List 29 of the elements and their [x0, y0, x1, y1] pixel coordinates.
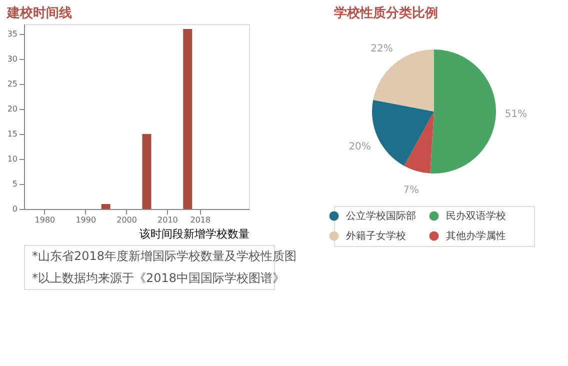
y-tick-label: 15 [7, 130, 18, 138]
legend-label: 民办双语学校 [446, 210, 506, 222]
y-tick-label: 10 [7, 154, 18, 164]
data-label: 51% [504, 109, 528, 120]
text: *山东省2018年度新增国际学校数量及学校性质图 [32, 249, 297, 263]
chart-title: 建校时间线 [6, 5, 72, 21]
x-tick-label: 1980 [34, 216, 56, 224]
x-tick-label: 2000 [116, 216, 137, 224]
x-tick-label: 2018 [190, 216, 211, 224]
y-tick-label: 30 [7, 54, 18, 64]
x-tick-label: 2010 [158, 216, 178, 224]
x-axis-title: 该时间段新增学校数量 [140, 228, 250, 240]
legend-label: 外籍子女学校 [346, 230, 406, 242]
data-label: 7% [403, 185, 420, 196]
y-tick-label: 25 [7, 80, 18, 88]
y-tick-label: 20 [7, 104, 18, 114]
data-label: 22% [370, 43, 393, 54]
bar [183, 29, 192, 209]
legend-label: 其他办学属性 [446, 230, 506, 242]
bar [142, 134, 152, 209]
legend-label: 公立学校国际部 [346, 210, 416, 222]
text: *以上数据均来源于《2018中国国际学校图谱》 [32, 271, 285, 285]
y-tick-label: 0 [12, 204, 18, 214]
data-label: 20% [348, 141, 371, 152]
y-tick-label: 35 [7, 30, 18, 38]
x-tick-label: 1990 [76, 216, 96, 224]
y-tick-label: 5 [12, 180, 18, 188]
chart-title: 学校性质分类比例 [334, 5, 438, 21]
bar [101, 204, 110, 209]
